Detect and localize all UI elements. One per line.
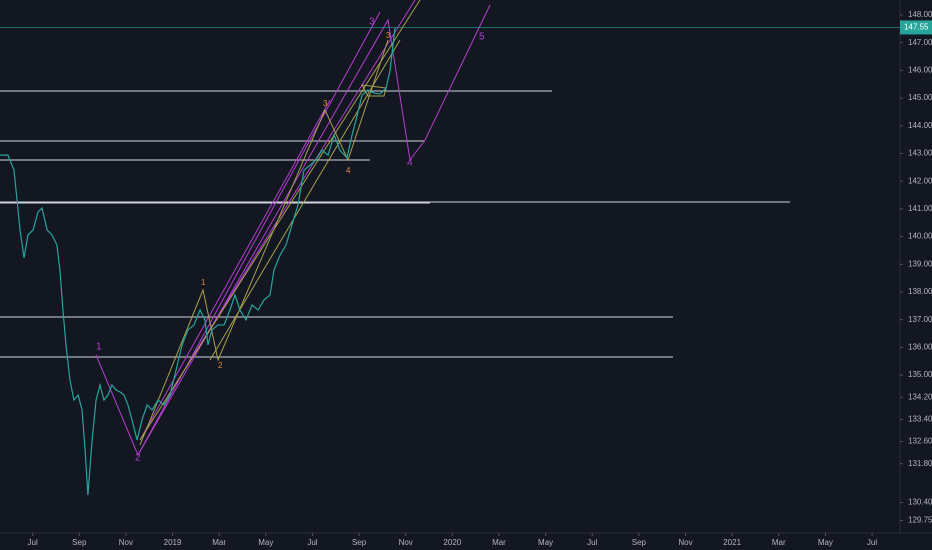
x-tick-label: Nov	[119, 538, 133, 547]
wave-label: 4	[407, 158, 413, 169]
last-price-box	[900, 20, 932, 35]
wave-label: 3	[369, 17, 375, 28]
wave-label: 2	[135, 453, 141, 464]
y-tick-label: 146.00	[908, 65, 932, 74]
wave-label: 1	[201, 278, 206, 287]
wave-label: 4	[346, 166, 351, 175]
y-tick-label: 135.00	[908, 370, 932, 379]
last-price-label: 147.55	[904, 23, 929, 32]
x-tick-label: May	[538, 538, 553, 547]
y-tick-label: 144.00	[908, 121, 932, 130]
drawings	[0, 0, 790, 457]
x-tick-label: 2021	[723, 538, 741, 547]
y-tick-label: 142.00	[908, 176, 932, 185]
wave-label: 1	[96, 342, 102, 353]
x-tick-label: Sep	[632, 538, 647, 547]
y-tick-label: 131.80	[908, 459, 932, 468]
y-tick-label: 143.00	[908, 149, 932, 158]
wave	[139, 39, 389, 446]
y-tick-label: 129.75	[908, 516, 932, 525]
x-tick-label: Mar	[212, 538, 226, 547]
channel	[209, 39, 401, 361]
x-tick-label: Mar	[492, 538, 506, 547]
y-tick-label: 145.00	[908, 93, 932, 102]
x-tick-label: Sep	[352, 538, 367, 547]
wave-label: 3	[386, 31, 391, 40]
y-tick-label: 134.20	[908, 392, 932, 401]
y-tick-label: 133.40	[908, 415, 932, 424]
x-tick-label: Sep	[72, 538, 87, 547]
channel	[137, 11, 381, 456]
y-tick-label: 148.00	[908, 10, 932, 19]
x-tick-label: Mar	[772, 538, 786, 547]
y-tick-label: 141.00	[908, 204, 932, 213]
x-tick-label: Jul	[867, 538, 877, 547]
x-tick-label: May	[258, 538, 273, 547]
y-tick-label: 139.00	[908, 259, 932, 268]
y-tick-label: 140.00	[908, 232, 932, 241]
wave-label: 3	[323, 99, 328, 108]
wave-label: 5	[479, 32, 485, 43]
channel	[139, 0, 421, 441]
y-tick-label: 138.00	[908, 287, 932, 296]
x-tick-label: Nov	[678, 538, 692, 547]
channel	[139, 99, 331, 441]
x-tick-label: Jul	[307, 538, 317, 547]
y-tick-label: 130.40	[908, 498, 932, 507]
x-tick-label: 2020	[443, 538, 461, 547]
x-tick-label: Jul	[28, 538, 38, 547]
x-tick-label: Nov	[399, 538, 413, 547]
y-tick-label: 136.00	[908, 343, 932, 352]
wave-label: 2	[218, 361, 223, 370]
y-tick-label: 147.00	[908, 38, 932, 47]
x-tick-label: May	[818, 538, 833, 547]
price-line	[0, 27, 396, 496]
y-tick-label: 132.60	[908, 437, 932, 446]
y-tick-label: 137.00	[908, 315, 932, 324]
x-tick-label: Jul	[587, 538, 597, 547]
x-tick-label: 2019	[164, 538, 182, 547]
wave	[95, 18, 426, 457]
